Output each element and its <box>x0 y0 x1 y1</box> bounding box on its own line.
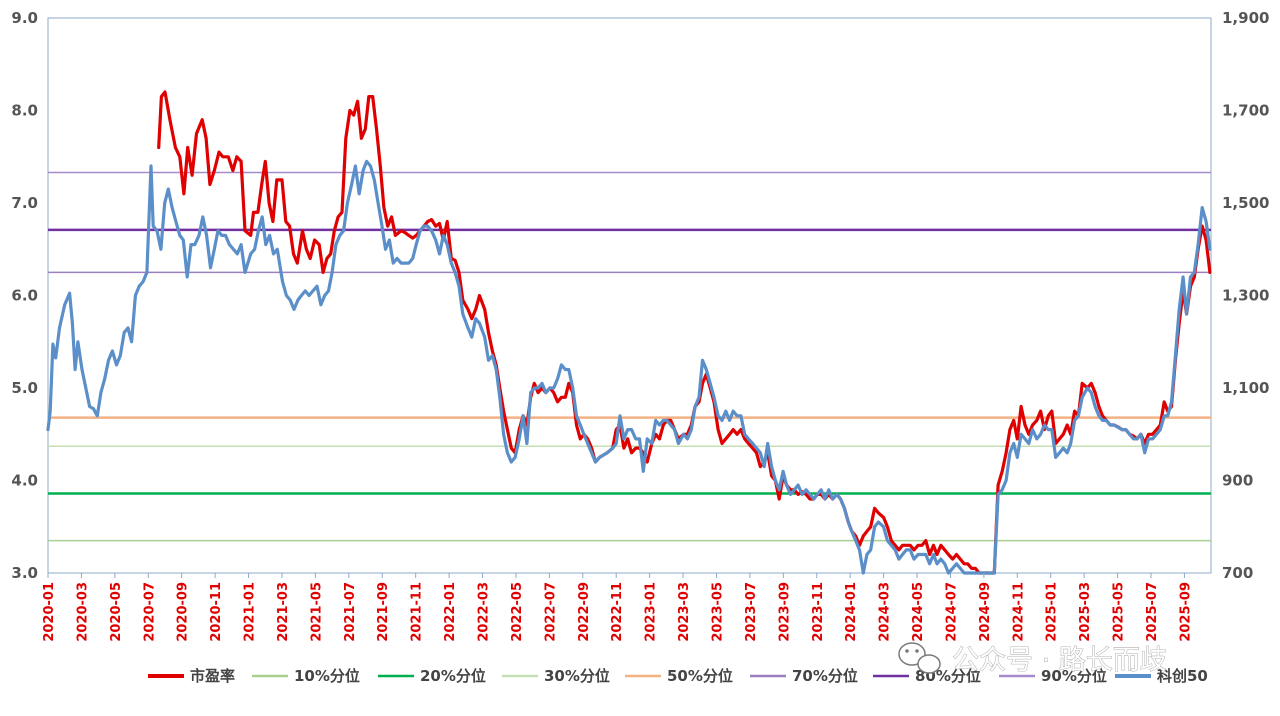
legend-item-20%分位[interactable]: 20%分位 <box>378 667 486 685</box>
legend-label: 市盈率 <box>190 667 235 685</box>
x-tick-label: 2024-07 <box>945 582 960 642</box>
x-tick-label: 2025-01 <box>1045 582 1060 642</box>
legend-label: 30%分位 <box>544 667 610 685</box>
y-left-tick-label: 4.0 <box>11 472 38 490</box>
y-left-tick-label: 9.0 <box>11 9 38 27</box>
y-left-tick-label: 6.0 <box>11 287 38 305</box>
x-tick-label: 2023-11 <box>811 582 826 642</box>
x-tick-label: 2024-09 <box>978 582 993 642</box>
legend-item-10%分位[interactable]: 10%分位 <box>252 667 360 685</box>
legend-item-30%分位[interactable]: 30%分位 <box>502 667 610 685</box>
x-tick-label: 2020-09 <box>176 582 191 642</box>
x-tick-label: 2025-05 <box>1112 582 1127 642</box>
legend-item-50%分位[interactable]: 50%分位 <box>625 667 733 685</box>
series-line-科创50 <box>46 159 1212 575</box>
y-right-tick-label: 900 <box>1222 472 1253 490</box>
y-left-tick-label: 3.0 <box>11 564 38 582</box>
y-right-tick-label: 1,700 <box>1222 102 1269 120</box>
legend-label: 20%分位 <box>420 667 486 685</box>
x-tick-label: 2021-09 <box>376 582 391 642</box>
legend-label: 科创50 <box>1157 667 1208 685</box>
x-tick-label: 2023-09 <box>777 582 792 642</box>
x-tick-label: 2020-05 <box>109 582 124 642</box>
x-tick-label: 2021-07 <box>343 582 358 642</box>
x-tick-label: 2021-05 <box>309 582 324 642</box>
y-left-tick-label: 7.0 <box>11 194 38 212</box>
x-tick-label: 2023-01 <box>644 582 659 642</box>
x-tick-label: 2022-05 <box>510 582 525 642</box>
x-tick-label: 2023-07 <box>744 582 759 642</box>
legend-label: 10%分位 <box>294 667 360 685</box>
plot-frame <box>47 17 1212 574</box>
legend-item-70%分位[interactable]: 70%分位 <box>750 667 858 685</box>
x-tick-label: 2020-01 <box>42 582 57 642</box>
legend[interactable]: 市盈率 10%分位 20%分位 30%分位 50%分位 70%分位 80%分位 90%分位 科创… <box>148 667 1208 685</box>
x-tick-label: 2024-11 <box>1011 582 1026 642</box>
watermark: 公众号 · 路长而歧 <box>898 642 1167 676</box>
x-tick-label: 2025-03 <box>1078 582 1093 642</box>
x-tick-label: 2022-01 <box>443 582 458 642</box>
x-tick-label: 2021-01 <box>243 582 258 642</box>
x-tick-label: 2020-07 <box>142 582 157 642</box>
watermark-text: 公众号 · 路长而歧 <box>952 645 1167 676</box>
wechat-icon <box>898 642 941 674</box>
y-left-tick-label: 5.0 <box>11 379 38 397</box>
series-layer <box>46 90 1212 575</box>
x-tick-label: 2021-03 <box>276 582 291 642</box>
plot-area <box>47 17 1212 574</box>
legend-item-90%分位[interactable]: 90%分位 <box>999 667 1107 685</box>
x-tick-label: 2022-11 <box>610 582 625 642</box>
y-right-tick-label: 1,900 <box>1222 9 1269 27</box>
y-left-tick-label: 8.0 <box>11 102 38 120</box>
legend-label: 90%分位 <box>1041 667 1107 685</box>
x-tick-label: 2024-03 <box>878 582 893 642</box>
x-tick-label: 2022-09 <box>577 582 592 642</box>
axes: 3.0 4.0 5.0 6.0 7.0 8.0 9.0 700 900 1,100 1,300 1,5… <box>11 9 1269 642</box>
legend-label: 50%分位 <box>667 667 733 685</box>
x-tick-label: 2020-03 <box>75 582 90 642</box>
y-right-tick-label: 1,100 <box>1222 379 1269 397</box>
x-tick-label: 2024-01 <box>844 582 859 642</box>
y-right-tick-label: 1,500 <box>1222 194 1269 212</box>
x-tick-label: 2022-03 <box>477 582 492 642</box>
legend-item-市盈率[interactable]: 市盈率 <box>148 667 235 685</box>
x-tick-label: 2025-07 <box>1145 582 1160 642</box>
x-tick-label: 2024-05 <box>911 582 926 642</box>
x-tick-label: 2021-11 <box>410 582 425 642</box>
x-tick-label: 2025-09 <box>1178 582 1193 642</box>
y-right-tick-label: 1,300 <box>1222 287 1269 305</box>
x-tick-label: 2023-03 <box>677 582 692 642</box>
x-tick-label: 2020-11 <box>209 582 224 642</box>
y-right-tick-label: 700 <box>1222 564 1253 582</box>
legend-item-科创50[interactable]: 科创50 <box>1115 667 1208 685</box>
legend-label: 70%分位 <box>792 667 858 685</box>
x-tick-label: 2022-07 <box>543 582 558 642</box>
x-tick-label: 2023-05 <box>711 582 726 642</box>
